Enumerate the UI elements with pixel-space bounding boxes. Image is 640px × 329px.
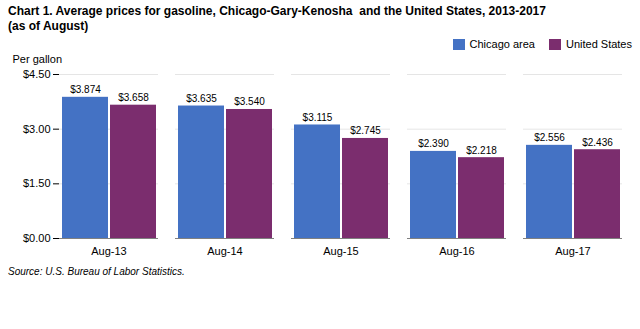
svg-text:$4.50: $4.50 <box>23 68 51 80</box>
html-text:United States: United States <box>566 37 632 50</box>
svg-text:Aug-13: Aug-13 <box>91 245 126 257</box>
html-text:Source: U.S. Bureau of Labor S: Source: U.S. Bureau of Labor Statistics. <box>8 266 185 277</box>
svg-text:Per gallon: Per gallon <box>13 53 63 65</box>
svg-text:Aug-17: Aug-17 <box>555 245 590 257</box>
html-text:Chicago area: Chicago area <box>469 37 535 50</box>
svg-text:$2.390: $2.390 <box>418 138 449 149</box>
svg-text:$3.635: $3.635 <box>186 93 217 104</box>
svg-text:$2.556: $2.556 <box>534 132 565 143</box>
svg-text:$0.00: $0.00 <box>23 232 51 244</box>
svg-text:$3.115: $3.115 <box>303 112 333 123</box>
svg-text:Aug-16: Aug-16 <box>439 245 474 257</box>
svg-text:$2.218: $2.218 <box>466 145 497 156</box>
svg-text:$3.00: $3.00 <box>23 123 51 135</box>
svg-text:$2.436: $2.436 <box>582 137 613 148</box>
svg-text:$3.874: $3.874 <box>70 84 101 95</box>
svg-text:$1.50: $1.50 <box>23 177 51 189</box>
html-text:(as of August): (as of August) <box>8 19 89 33</box>
svg-text:Aug-14: Aug-14 <box>207 245 242 257</box>
svg-text:$2.745: $2.745 <box>350 125 381 136</box>
html-text:Chart 1. Average prices for ga: Chart 1. Average prices for gasoline, Ch… <box>8 4 546 18</box>
svg-text:Aug-15: Aug-15 <box>323 245 358 257</box>
svg-text:$3.540: $3.540 <box>234 96 265 107</box>
svg-text:$3.658: $3.658 <box>118 92 149 103</box>
